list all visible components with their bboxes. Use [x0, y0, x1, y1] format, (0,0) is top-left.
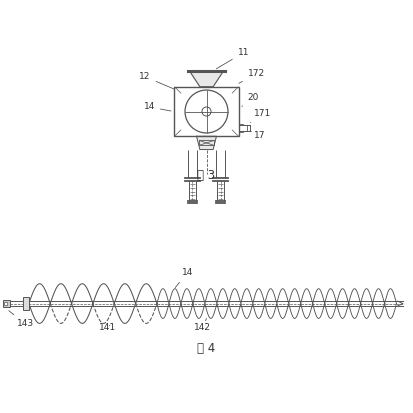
Text: 12: 12	[139, 72, 174, 89]
Text: 171: 171	[251, 109, 271, 123]
Text: 11: 11	[216, 48, 249, 69]
Bar	[175, 87, 239, 136]
Bar	[23, 297, 29, 310]
Text: 143: 143	[9, 311, 33, 328]
Text: 141: 141	[99, 323, 116, 332]
Bar	[3, 300, 10, 307]
Bar	[199, 140, 214, 145]
Polygon shape	[197, 136, 216, 150]
Text: 14: 14	[175, 268, 193, 287]
Text: 14: 14	[144, 102, 171, 112]
Text: 图 4: 图 4	[197, 342, 216, 356]
Text: 图 3: 图 3	[197, 169, 216, 182]
Text: 142: 142	[194, 318, 211, 332]
Polygon shape	[190, 71, 223, 87]
Text: 17: 17	[250, 131, 266, 140]
Bar	[4, 302, 7, 305]
Text: 172: 172	[239, 69, 265, 83]
Text: 20: 20	[242, 93, 259, 107]
